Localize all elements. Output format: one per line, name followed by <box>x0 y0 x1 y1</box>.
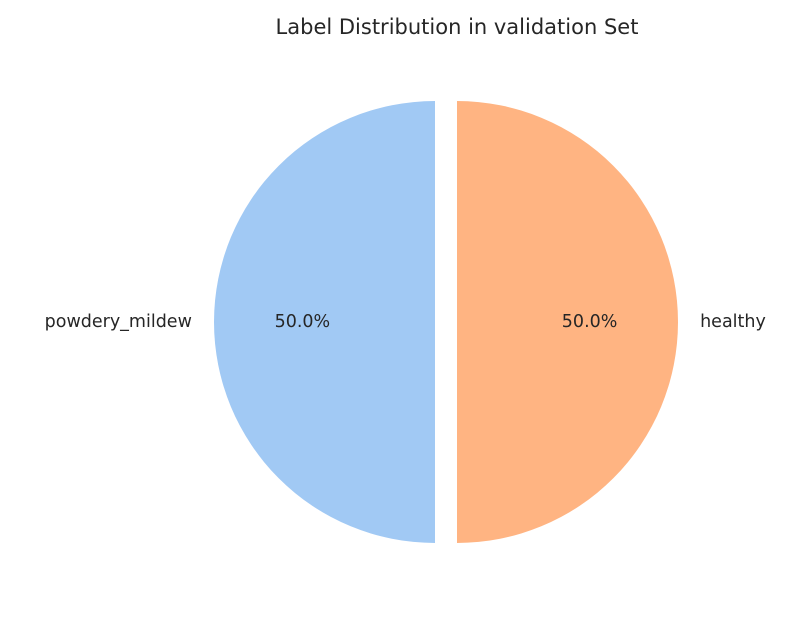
slice-label-powdery-mildew: powdery_mildew <box>45 312 192 332</box>
pie-slice-healthy <box>457 101 678 543</box>
slice-percent-healthy: 50.0% <box>562 312 618 332</box>
pie-labels: powdery_mildew 50.0% healthy 50.0% <box>45 312 766 332</box>
slice-percent-powdery-mildew: 50.0% <box>275 312 331 332</box>
chart-title: Label Distribution in validation Set <box>276 15 639 39</box>
pie-slices <box>214 101 678 543</box>
slice-label-healthy: healthy <box>700 312 766 332</box>
pie-slice-powdery-mildew <box>214 101 435 543</box>
